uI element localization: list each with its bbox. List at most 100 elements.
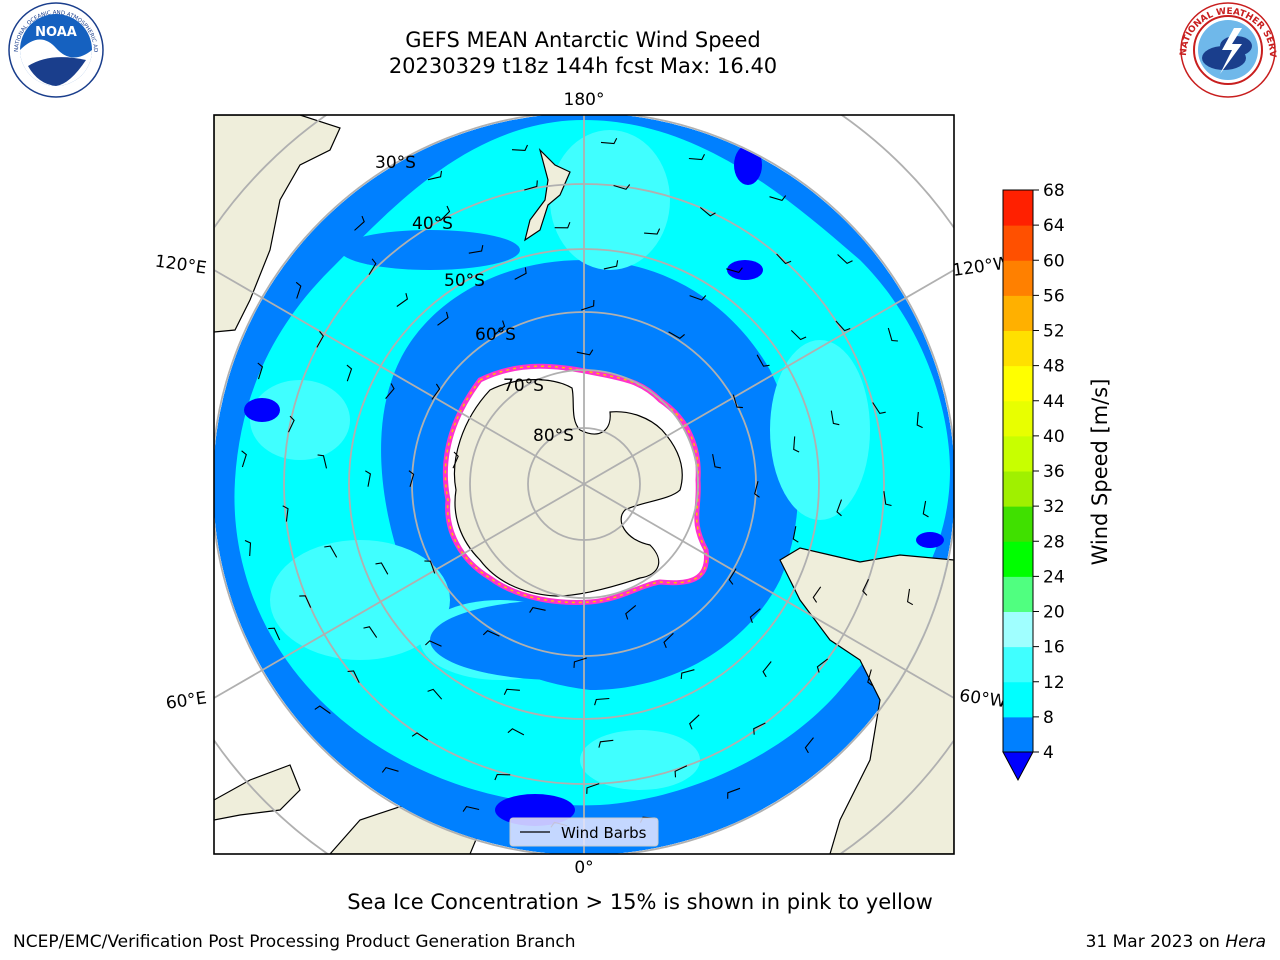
colorbar-segment (1003, 541, 1033, 577)
lon-label-180: 180° (564, 90, 605, 110)
wind-barb (792, 526, 799, 543)
colorbar-tick-label: 16 (1043, 638, 1065, 658)
wind-barb (862, 579, 869, 596)
wind-barb (835, 320, 851, 332)
wind-barb (598, 739, 614, 748)
wind-barb (425, 640, 442, 647)
run-date: 31 Mar 2023 on Hera (1085, 932, 1266, 952)
wind-barb (867, 669, 873, 687)
wind-barb (314, 705, 331, 714)
wind-barb (916, 411, 923, 429)
colorbar-segment (1003, 611, 1033, 648)
colorbar-tick-label: 52 (1043, 322, 1065, 342)
colorbar-tick-label: 40 (1043, 427, 1065, 447)
chart-title: GEFS MEAN Antarctic Wind Speed (405, 28, 761, 52)
wind-barb (494, 320, 506, 336)
wind-barb (586, 783, 600, 794)
colorbar-segment (1003, 400, 1033, 437)
chart-subtitle: 20230329 t18z 144h fcst Max: 16.40 (388, 54, 778, 78)
new-zealand-land (524, 147, 571, 242)
wind-barb (241, 450, 247, 468)
wind-barb (408, 470, 415, 487)
colorbar-segment (1003, 576, 1033, 612)
wind-barb (594, 697, 610, 706)
wind-barb (494, 773, 511, 781)
wind-barb (836, 499, 843, 517)
wind-barb (581, 299, 595, 311)
svg-text:NOAA: NOAA (35, 25, 77, 40)
wind-barb (431, 383, 441, 400)
wind-barb (883, 491, 892, 507)
wind-barb (613, 184, 631, 190)
wind-barb (872, 402, 886, 415)
nws-logo-icon: NATIONAL WEATHER SERVICE (0, 0, 1277, 98)
wind-barb (514, 267, 527, 280)
colorbar-segment (1003, 435, 1033, 472)
wind-barb (663, 632, 674, 649)
credit-line: NCEP/EMC/Verification Post Processing Pr… (13, 932, 576, 952)
svg-text:NATIONAL WEATHER SERVICE: NATIONAL WEATHER SERVICE (0, 0, 1277, 58)
wind-barb (363, 626, 378, 638)
lat-label-40s: 40°S (412, 214, 453, 234)
legend-label: Wind Barbs (561, 824, 647, 842)
lat-label-50s: 50°S (444, 271, 485, 291)
wind-barb (668, 331, 685, 339)
wind-barb (699, 207, 716, 217)
wind-barb (316, 331, 324, 348)
wind-barb (282, 505, 289, 522)
wind-barb (830, 410, 840, 426)
colorbar-under-arrow (1002, 751, 1034, 782)
wind-barb (295, 281, 302, 299)
wind-speed-field (214, 115, 954, 854)
wind-barb (749, 608, 761, 623)
colorbar-tick-label: 24 (1043, 567, 1065, 587)
lon-label-0: 0° (574, 858, 593, 878)
lat-label-30s: 30°S (375, 153, 416, 173)
wind-barb (288, 415, 295, 433)
colorbar-tick-label: 60 (1043, 251, 1065, 271)
colorbar-segment (1003, 506, 1033, 542)
wind-barb (689, 295, 707, 301)
wind-barb (437, 311, 449, 326)
colorbar-tick-label: 48 (1043, 357, 1065, 377)
graticule (214, 115, 954, 854)
wind-barb (346, 364, 353, 382)
wind-barb (524, 180, 538, 191)
wind-barb (726, 267, 743, 274)
colorbar-segment (1003, 365, 1033, 402)
wind-barb (424, 560, 436, 574)
colorbar-segment (1003, 295, 1033, 331)
colorbar-tick-label: 32 (1043, 497, 1065, 517)
wind-barb (600, 138, 618, 145)
colorbar-tick-label: 12 (1043, 673, 1065, 693)
colorbar-segment (1003, 190, 1033, 226)
wind-barb (554, 221, 571, 229)
colorbar-label: Wind Speed [m/s] (1088, 379, 1112, 566)
wind-barb (689, 714, 700, 730)
lon-label-120e: 120°E (154, 252, 208, 279)
colorbar-tick-label: 36 (1043, 462, 1065, 482)
wind-barb (396, 293, 409, 307)
wind-barbs (241, 138, 929, 828)
wind-barb (674, 765, 688, 778)
wind-barb (793, 436, 800, 453)
lon-label-60w: 60°W (958, 686, 1007, 712)
colorbar-segment (1003, 716, 1033, 753)
antarctica-land (453, 379, 683, 597)
lat-label-80s: 80°S (533, 426, 574, 446)
lat-label-70s: 70°S (503, 376, 544, 396)
wind-barb (625, 604, 637, 620)
colorbar-tick-label: 20 (1043, 603, 1065, 623)
wind-barb (511, 144, 528, 151)
colorbar-segment (1003, 225, 1033, 261)
wind-barb (816, 658, 829, 673)
colorbar-tick-label: 64 (1043, 216, 1065, 236)
wind-barb (573, 657, 587, 668)
colorbar-segment (1003, 330, 1033, 367)
colorbar-segment (1003, 646, 1033, 683)
wind-barb (769, 195, 787, 202)
wind-barb (754, 481, 760, 498)
wind-barb (728, 568, 737, 585)
